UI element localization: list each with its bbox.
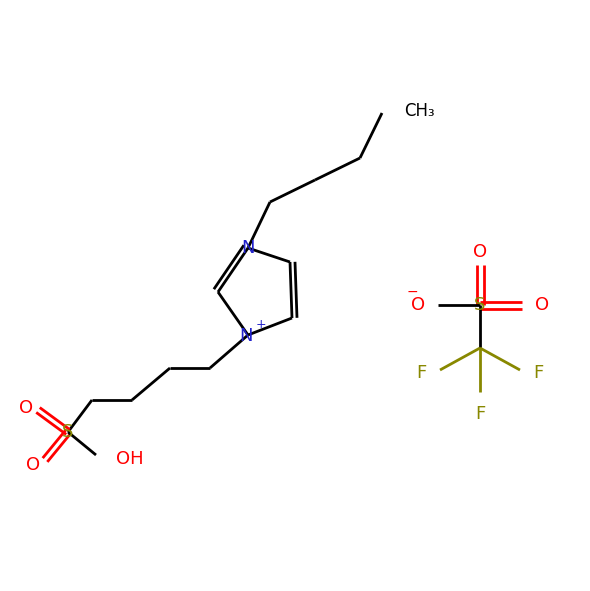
Text: O: O	[26, 456, 40, 474]
Text: N: N	[240, 327, 253, 345]
Text: O: O	[535, 296, 549, 314]
Text: O: O	[411, 296, 425, 314]
Text: CH₃: CH₃	[404, 102, 435, 120]
Text: −: −	[406, 285, 418, 299]
Text: N: N	[241, 239, 255, 257]
Text: S: S	[474, 296, 486, 314]
Text: O: O	[19, 399, 33, 417]
Text: +: +	[255, 319, 266, 332]
Text: OH: OH	[116, 450, 143, 468]
Text: F: F	[533, 364, 543, 382]
Text: S: S	[63, 423, 74, 441]
Text: O: O	[473, 243, 487, 261]
Text: F: F	[475, 405, 485, 423]
Text: F: F	[417, 364, 427, 382]
